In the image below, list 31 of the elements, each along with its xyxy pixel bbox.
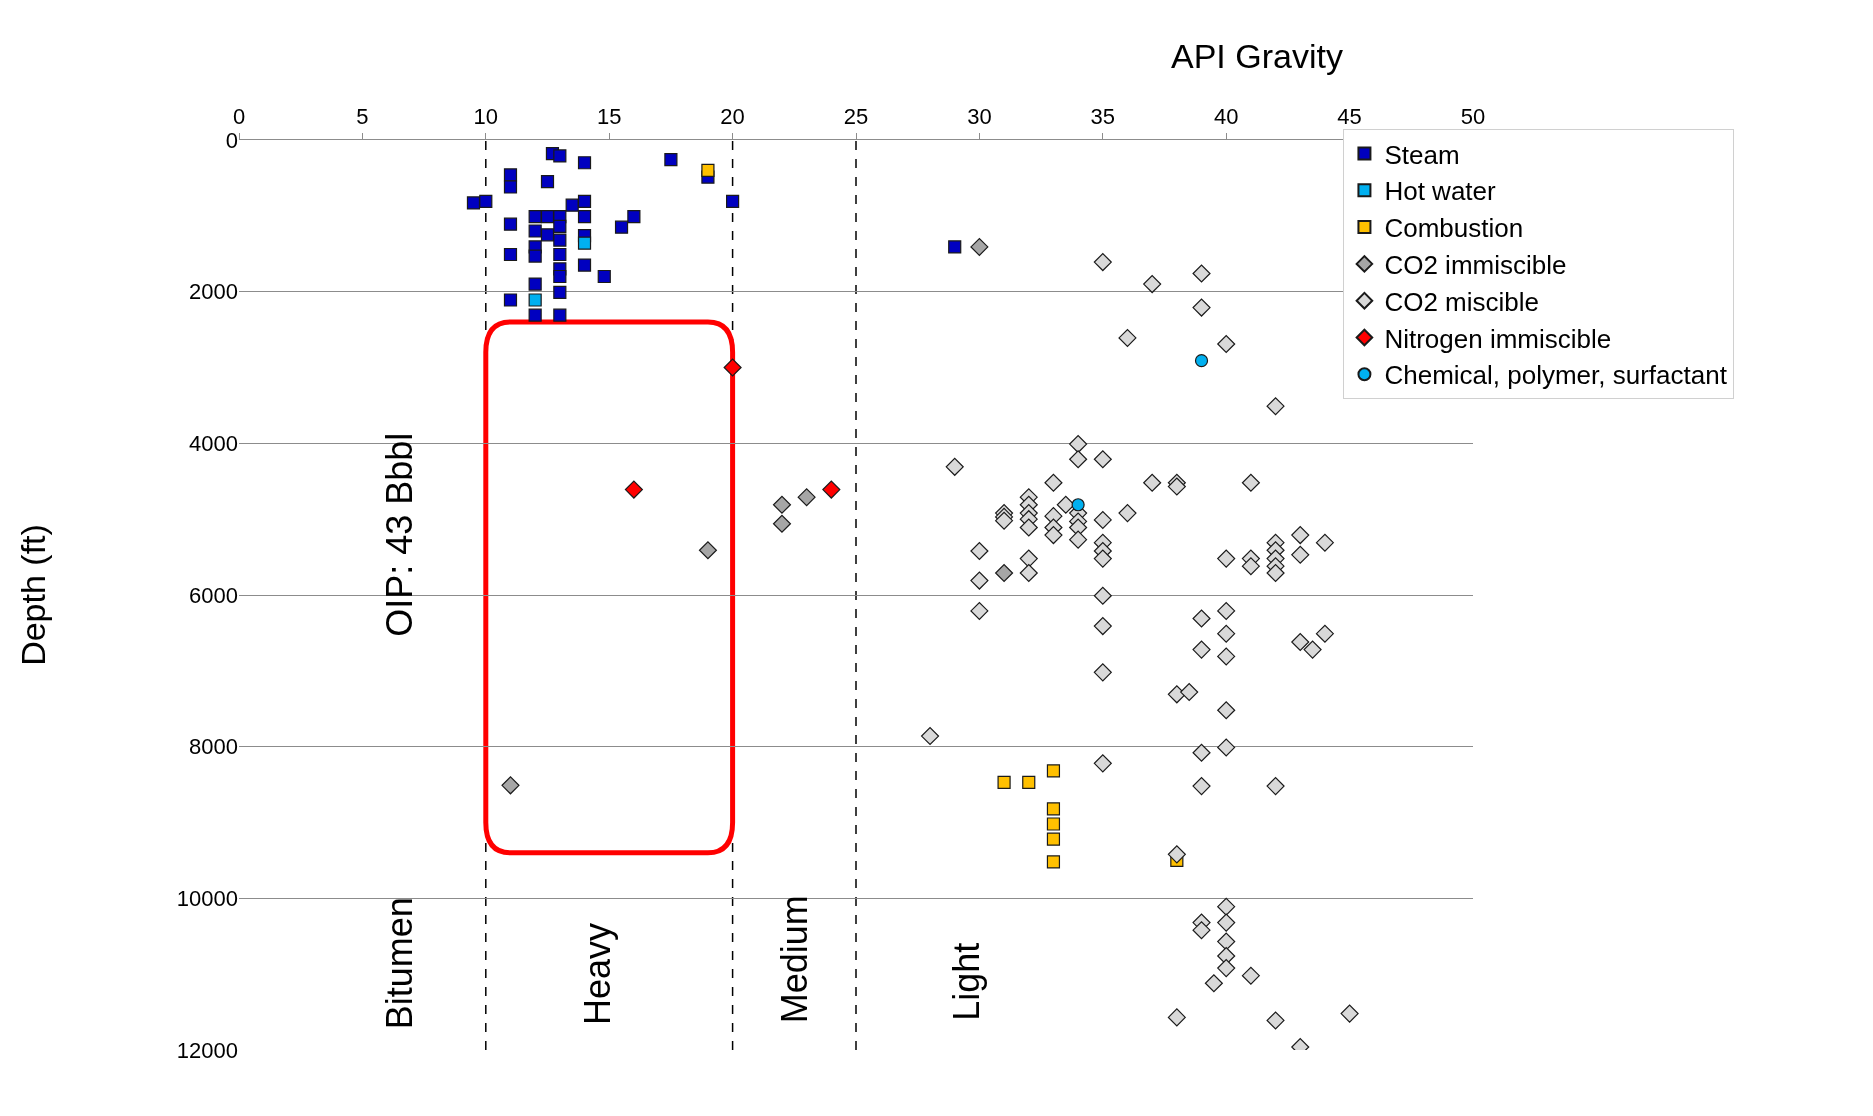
y-tick-label: 8000 (189, 734, 238, 760)
y-axis-title: Depth (ft) (14, 524, 53, 666)
y-tick-label: 4000 (189, 431, 238, 457)
y-tick-label: 2000 (189, 279, 238, 305)
legend-label: Hot water (1384, 176, 1497, 207)
x-tick-label: 20 (720, 104, 745, 130)
annotation: Light (946, 942, 988, 1021)
annotation: Bitumen (378, 897, 420, 1030)
x-tick-label: 15 (596, 104, 622, 130)
y-tick-label: 6000 (189, 582, 238, 608)
x-tick-label: 50 (1460, 104, 1486, 130)
annotation: Heavy (576, 922, 618, 1026)
x-tick-label: 5 (356, 104, 369, 130)
annotation: OIP: 43 Bbbl (379, 432, 421, 637)
x-tick-label: 35 (1090, 104, 1116, 130)
legend-label: Steam (1384, 139, 1460, 170)
y-tick-label: 12000 (176, 1037, 238, 1063)
x-tick-label: 30 (967, 104, 992, 130)
legend-label: Combustion (1384, 213, 1524, 244)
x-tick-label: 40 (1213, 104, 1239, 130)
legend-label: CO2 miscible (1384, 286, 1540, 317)
legend-label: Chemical, polymer, surfactant (1384, 360, 1728, 391)
x-tick-label: 10 (473, 104, 499, 130)
y-tick-label: 0 (225, 127, 238, 153)
x-tick-label: 25 (843, 104, 869, 130)
annotation: Medium (774, 895, 816, 1024)
legend-label: Nitrogen immiscible (1384, 323, 1612, 354)
x-tick-label: 45 (1337, 104, 1362, 130)
chart-title: API Gravity (1171, 37, 1343, 75)
legend-label: CO2 immiscible (1384, 250, 1567, 281)
y-tick-label: 10000 (176, 886, 238, 912)
